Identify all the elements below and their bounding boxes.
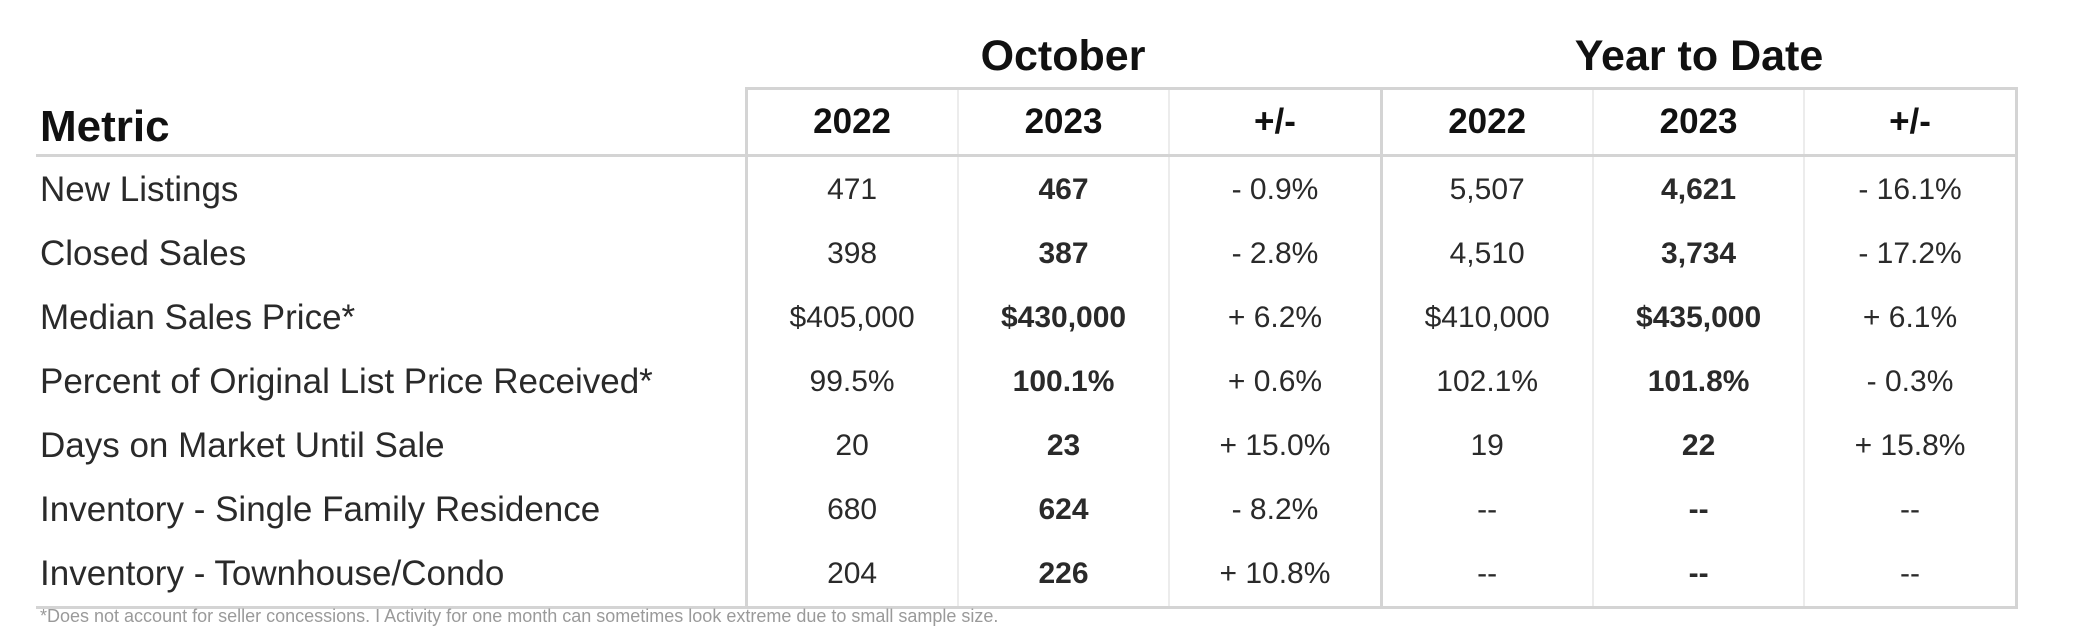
ytd-change-value: + 6.1% bbox=[1803, 286, 2018, 350]
october-change-value: + 0.6% bbox=[1168, 350, 1383, 414]
ytd-2022-value: -- bbox=[1379, 542, 1593, 609]
october-2023-value: 23 bbox=[956, 414, 1170, 478]
metric-column-header: Metric bbox=[36, 88, 746, 157]
ytd-2022-value: 19 bbox=[1379, 414, 1593, 478]
ytd-change-value: - 0.3% bbox=[1803, 350, 2018, 414]
ytd-2022-value: 4,510 bbox=[1379, 222, 1593, 286]
ytd-2022-value: -- bbox=[1379, 478, 1593, 542]
ytd-change-value: -- bbox=[1803, 542, 2018, 609]
october-2023-value: 100.1% bbox=[956, 350, 1170, 414]
october-change-value: + 6.2% bbox=[1168, 286, 1383, 350]
october-2022-value: 20 bbox=[744, 414, 958, 478]
october-change-header: +/- bbox=[1168, 87, 1383, 157]
footnote: *Does not account for seller concessions… bbox=[40, 606, 999, 626]
ytd-change-value: -- bbox=[1803, 478, 2018, 542]
metric-name: Median Sales Price* bbox=[40, 298, 356, 337]
ytd-2023-value: $435,000 bbox=[1591, 286, 1805, 350]
table-row: Days on Market Until Sale 20 23 + 15.0% 19 22… bbox=[36, 414, 2018, 478]
october-2022-value: 680 bbox=[744, 478, 958, 542]
ytd-2022-header: 2022 bbox=[1379, 87, 1593, 157]
table-row: New Listings 471 467- 0.9% 5,507 4,621- 16.1… bbox=[36, 155, 2018, 222]
ytd-change-value: + 15.8% bbox=[1803, 414, 2018, 478]
october-group-title: October bbox=[980, 32, 1146, 80]
ytd-2023-header: 2023 bbox=[1591, 87, 1805, 157]
ytd-2023-value: 101.8% bbox=[1591, 350, 1805, 414]
october-change-value: - 0.9% bbox=[1168, 155, 1383, 222]
october-2022-value: 398 bbox=[744, 222, 958, 286]
ytd-2022-value: 102.1% bbox=[1379, 350, 1593, 414]
metric-name: Inventory - Single Family Residence bbox=[40, 490, 601, 529]
october-2022-value: 99.5% bbox=[744, 350, 958, 414]
ytd-2023-value: -- bbox=[1591, 542, 1805, 609]
october-2023-header: 2023 bbox=[956, 87, 1170, 157]
table-row: Inventory - Townhouse/Condo 204 226 + 10.8%… bbox=[36, 542, 2018, 609]
october-2022-header: 2022 bbox=[744, 87, 958, 157]
october-2022-value: 204 bbox=[744, 542, 958, 609]
metric-name: Closed Sales bbox=[40, 234, 247, 273]
october-2023-value: 624 bbox=[956, 478, 1170, 542]
october-2023-value: 226 bbox=[956, 542, 1170, 609]
october-2023-value: 467 bbox=[956, 155, 1170, 222]
market-stats-table: Metric 2022 2023 +/- 2022 2023 +/- New L… bbox=[36, 87, 2018, 609]
october-2023-value: 387 bbox=[956, 222, 1170, 286]
year-to-date-group-title: Year to Date bbox=[1574, 32, 1824, 80]
ytd-2023-value: 22 bbox=[1591, 414, 1805, 478]
october-2022-value: 471 bbox=[744, 155, 958, 222]
ytd-change-value: - 16.1% bbox=[1803, 155, 2018, 222]
october-2023-value: $430,000 bbox=[956, 286, 1170, 350]
ytd-2022-value: $410,000 bbox=[1379, 286, 1593, 350]
ytd-change-value: - 17.2% bbox=[1803, 222, 2018, 286]
october-change-value: - 2.8% bbox=[1168, 222, 1383, 286]
table-row: Percent of Original List Price Received*… bbox=[36, 350, 2018, 414]
ytd-2023-value: -- bbox=[1591, 478, 1805, 542]
ytd-2023-value: 3,734 bbox=[1591, 222, 1805, 286]
ytd-2023-value: 4,621 bbox=[1591, 155, 1805, 222]
october-change-value: + 10.8% bbox=[1168, 542, 1383, 609]
october-change-value: + 15.0% bbox=[1168, 414, 1383, 478]
metric-name: Percent of Original List Price Received* bbox=[40, 362, 653, 401]
metric-name: Inventory - Townhouse/Condo bbox=[36, 542, 746, 609]
ytd-change-header: +/- bbox=[1803, 87, 2018, 157]
metric-name: New Listings bbox=[40, 170, 239, 209]
header-row: Metric 2022 2023 +/- 2022 2023 +/- bbox=[36, 87, 2018, 157]
metric-name: Days on Market Until Sale bbox=[40, 426, 445, 465]
ytd-2022-value: 5,507 bbox=[1379, 155, 1593, 222]
october-2022-value: $405,000 bbox=[744, 286, 958, 350]
table-row: Median Sales Price* $405,000 $430,000 + 6.2… bbox=[36, 286, 2018, 350]
october-change-value: - 8.2% bbox=[1168, 478, 1383, 542]
table-row: Inventory - Single Family Residence 680 62… bbox=[36, 478, 2018, 542]
table-row: Closed Sales 398 387- 2.8% 4,510 3,734- 17.2… bbox=[36, 222, 2018, 286]
